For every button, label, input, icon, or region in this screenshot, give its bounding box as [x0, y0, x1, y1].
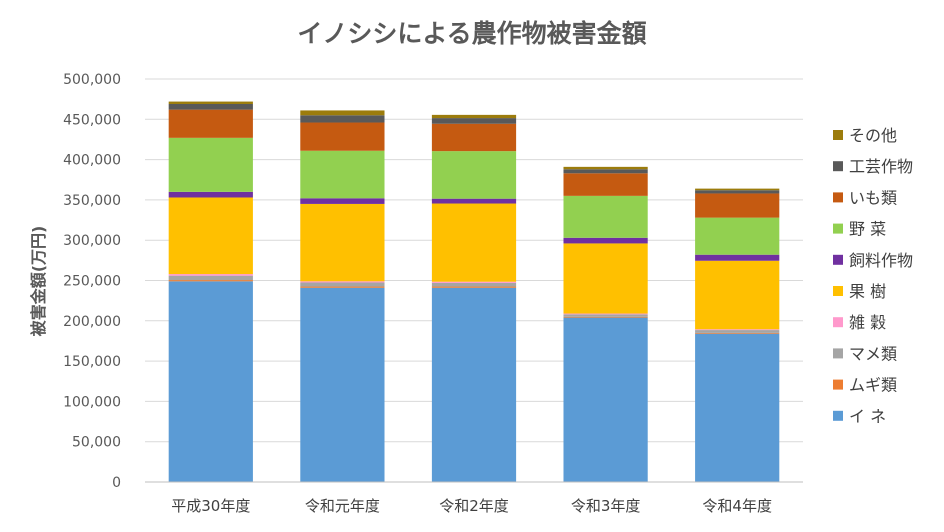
- bar-segment: [168, 280, 253, 282]
- legend-label: 果 樹: [849, 282, 886, 301]
- bar-segment: [300, 203, 385, 282]
- y-tick-label: 250,000: [63, 274, 121, 290]
- y-tick-label: 450,000: [63, 112, 121, 128]
- bar-segment: [695, 254, 780, 261]
- legend-label: マメ類: [849, 344, 897, 363]
- x-tick-label: 令和元年度: [305, 497, 380, 515]
- bars: [168, 101, 780, 482]
- legend-swatch: [833, 223, 843, 234]
- bar-segment: [431, 203, 517, 282]
- legend-label: ムギ類: [849, 376, 897, 395]
- bar-segment: [300, 286, 385, 288]
- bar-segment: [695, 193, 780, 218]
- y-tick-label: 0: [112, 475, 121, 491]
- bar-segment: [563, 195, 648, 238]
- bar-segment: [168, 191, 253, 198]
- x-tick-label: 平成30年度: [171, 497, 250, 515]
- legend-swatch: [833, 161, 843, 172]
- bar-segment: [695, 260, 780, 330]
- bar-segment: [300, 110, 385, 116]
- legend-swatch: [833, 410, 843, 421]
- bar-segment: [563, 313, 648, 315]
- legend-swatch: [833, 286, 843, 296]
- legend-swatch: [833, 379, 843, 390]
- y-tick-label: 500,000: [63, 72, 121, 88]
- bar-segment: [168, 103, 253, 110]
- bar-segment: [431, 123, 517, 152]
- y-tick-label: 400,000: [63, 153, 121, 169]
- bar-segment: [168, 274, 253, 276]
- bar-segment: [300, 122, 385, 151]
- bar-segment: [168, 109, 253, 138]
- bar-segment: [168, 197, 253, 275]
- bar-segment: [563, 173, 648, 196]
- legend-swatch: [833, 130, 843, 140]
- bar-segment: [431, 281, 517, 283]
- bar-segment: [695, 333, 780, 482]
- x-tick-label: 令和4年度: [702, 497, 772, 515]
- y-tick-label: 150,000: [63, 354, 121, 370]
- bar-segment: [695, 188, 780, 191]
- y-tick-label: 350,000: [63, 193, 121, 209]
- legend-label: 野 菜: [849, 220, 886, 239]
- bar-segment: [563, 317, 648, 482]
- y-tick-label: 100,000: [63, 394, 121, 410]
- bar-segment: [695, 329, 780, 331]
- bar-segment: [300, 115, 385, 123]
- legend-label: 飼料作物: [849, 251, 913, 270]
- bar-segment: [563, 243, 648, 314]
- bar-segment: [300, 281, 385, 283]
- bar-segment: [168, 137, 253, 192]
- bar-segment: [431, 151, 517, 199]
- bar-segment: [563, 166, 648, 170]
- bar-segment: [431, 286, 517, 288]
- legend-label: 工芸作物: [849, 157, 913, 176]
- bar-segment: [431, 287, 517, 482]
- bar-segment: [300, 198, 385, 204]
- legend-label: いも類: [849, 188, 897, 207]
- x-tick-label: 令和3年度: [571, 497, 641, 515]
- bar-segment: [168, 101, 253, 104]
- bar-segment: [300, 287, 385, 482]
- x-tick-label: 令和2年度: [439, 497, 509, 515]
- bar-segment: [431, 114, 517, 119]
- axes: 0 50,000 100,000 150,000 200,000 250,000 300,0…: [63, 72, 803, 515]
- legend-swatch: [833, 192, 843, 203]
- bar-segment: [431, 198, 517, 204]
- bar-segment: [431, 282, 517, 287]
- legend-label: 雑 穀: [849, 313, 886, 332]
- legend-label: その他: [849, 126, 897, 145]
- bar-segment: [300, 150, 385, 199]
- bar-segment: [300, 282, 385, 287]
- bar-segment: [563, 169, 648, 174]
- bar-segment: [168, 275, 253, 281]
- legend-swatch: [833, 317, 843, 328]
- y-axis-label: 被害金額(万円): [29, 226, 48, 337]
- y-tick-label: 200,000: [63, 314, 121, 330]
- y-tick-label: 50,000: [72, 435, 121, 451]
- legend-swatch: [833, 348, 843, 359]
- bar-segment: [695, 217, 780, 255]
- bar-segment: [431, 118, 517, 124]
- bar-segment: [695, 332, 780, 334]
- bar-segment: [695, 190, 780, 194]
- bar-segment: [168, 281, 253, 482]
- legend-label: イ ネ: [849, 407, 886, 426]
- bar-segment: [563, 314, 648, 317]
- bar-segment: [563, 237, 648, 244]
- bar-segment: [563, 316, 648, 318]
- chart-title: イノシシによる農作物被害金額: [297, 19, 647, 48]
- bar-segment: [695, 330, 780, 333]
- y-tick-label: 300,000: [63, 233, 121, 249]
- legend-swatch: [833, 254, 843, 265]
